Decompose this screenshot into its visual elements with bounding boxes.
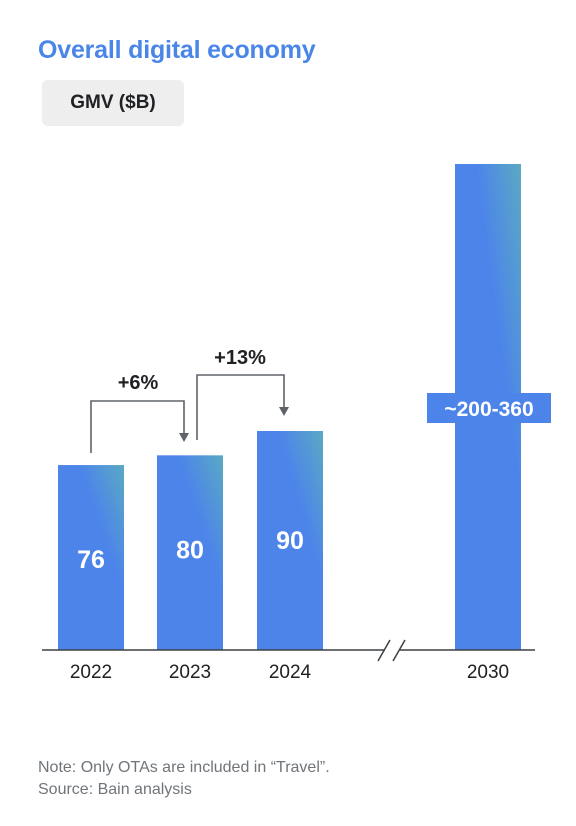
unit-label: GMV ($B) [70, 92, 156, 113]
note-text: Note: Only OTAs are included in “Travel”… [38, 759, 330, 776]
bar-2024 [257, 431, 323, 650]
growth-arrowhead-2023-2024 [279, 407, 289, 416]
value-label-2024: 90 [276, 527, 304, 555]
value-label-2030: ~200-360 [444, 398, 533, 421]
chart-title: Overall digital economy [38, 36, 316, 64]
source-text: Source: Bain analysis [38, 781, 192, 798]
x-tick-label-2024: 2024 [269, 662, 312, 683]
value-label-2023: 80 [176, 536, 204, 564]
axis-break-mark-1 [377, 639, 391, 662]
growth-arrow-2023-2024 [196, 374, 285, 440]
unit-badge: GMV ($B) [42, 80, 184, 126]
bar-chart: 76 2022 80 2023 90 2024 ~200-360 2030 +6% +13% [42, 164, 551, 683]
value-label-2022: 76 [77, 546, 105, 574]
footnote: Note: Only OTAs are included in “Travel”… [38, 757, 330, 801]
x-tick-label-2023: 2023 [169, 662, 211, 683]
bar-2023 [157, 455, 223, 650]
bar-2022 [58, 465, 124, 650]
growth-label-2022-2023: +6% [118, 372, 159, 394]
growth-arrow-2022-2023 [90, 400, 185, 453]
x-tick-label-2022: 2022 [70, 662, 112, 683]
value-label-bg-2030 [427, 393, 551, 423]
axis-break-mark-2 [392, 639, 406, 662]
growth-label-2023-2024: +13% [214, 347, 266, 369]
x-tick-label-2030: 2030 [467, 662, 509, 683]
growth-arrowhead-2022-2023 [179, 433, 189, 442]
